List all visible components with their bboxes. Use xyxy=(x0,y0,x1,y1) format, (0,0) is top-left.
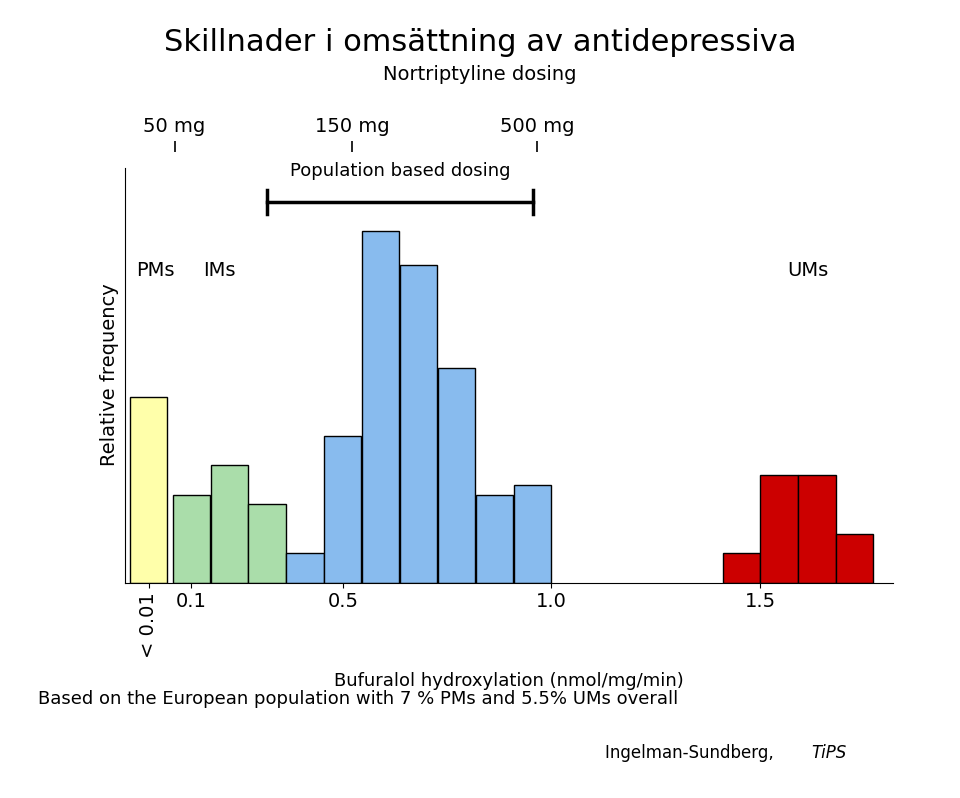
Text: UMs: UMs xyxy=(787,261,828,280)
Bar xyxy=(324,436,362,583)
Bar xyxy=(362,231,399,583)
Text: Nortriptyline dosing: Nortriptyline dosing xyxy=(383,65,577,85)
Bar xyxy=(836,534,874,583)
Text: IMs: IMs xyxy=(204,261,236,280)
Bar xyxy=(438,368,475,583)
Bar xyxy=(210,465,248,583)
Y-axis label: Relative frequency: Relative frequency xyxy=(100,283,119,467)
Bar xyxy=(130,397,167,583)
Bar xyxy=(760,475,798,583)
Text: Population based dosing: Population based dosing xyxy=(290,162,510,180)
Bar xyxy=(286,553,324,583)
Text: Skillnader i omsättning av antidepressiva: Skillnader i omsättning av antidepressiv… xyxy=(164,28,796,57)
Text: TiPS: TiPS xyxy=(811,744,847,762)
Bar xyxy=(476,495,514,583)
Bar xyxy=(799,475,835,583)
Text: PMs: PMs xyxy=(136,261,175,280)
Bar xyxy=(723,553,759,583)
X-axis label: Bufuralol hydroxylation (nmol/mg/min): Bufuralol hydroxylation (nmol/mg/min) xyxy=(334,672,684,690)
Bar xyxy=(173,495,209,583)
Text: Based on the European population with 7 % PMs and 5.5% UMs overall: Based on the European population with 7 … xyxy=(38,690,679,709)
Bar xyxy=(514,485,551,583)
Bar xyxy=(249,504,286,583)
Bar xyxy=(400,265,438,583)
Text: Ingelman-Sundberg,: Ingelman-Sundberg, xyxy=(605,744,779,762)
